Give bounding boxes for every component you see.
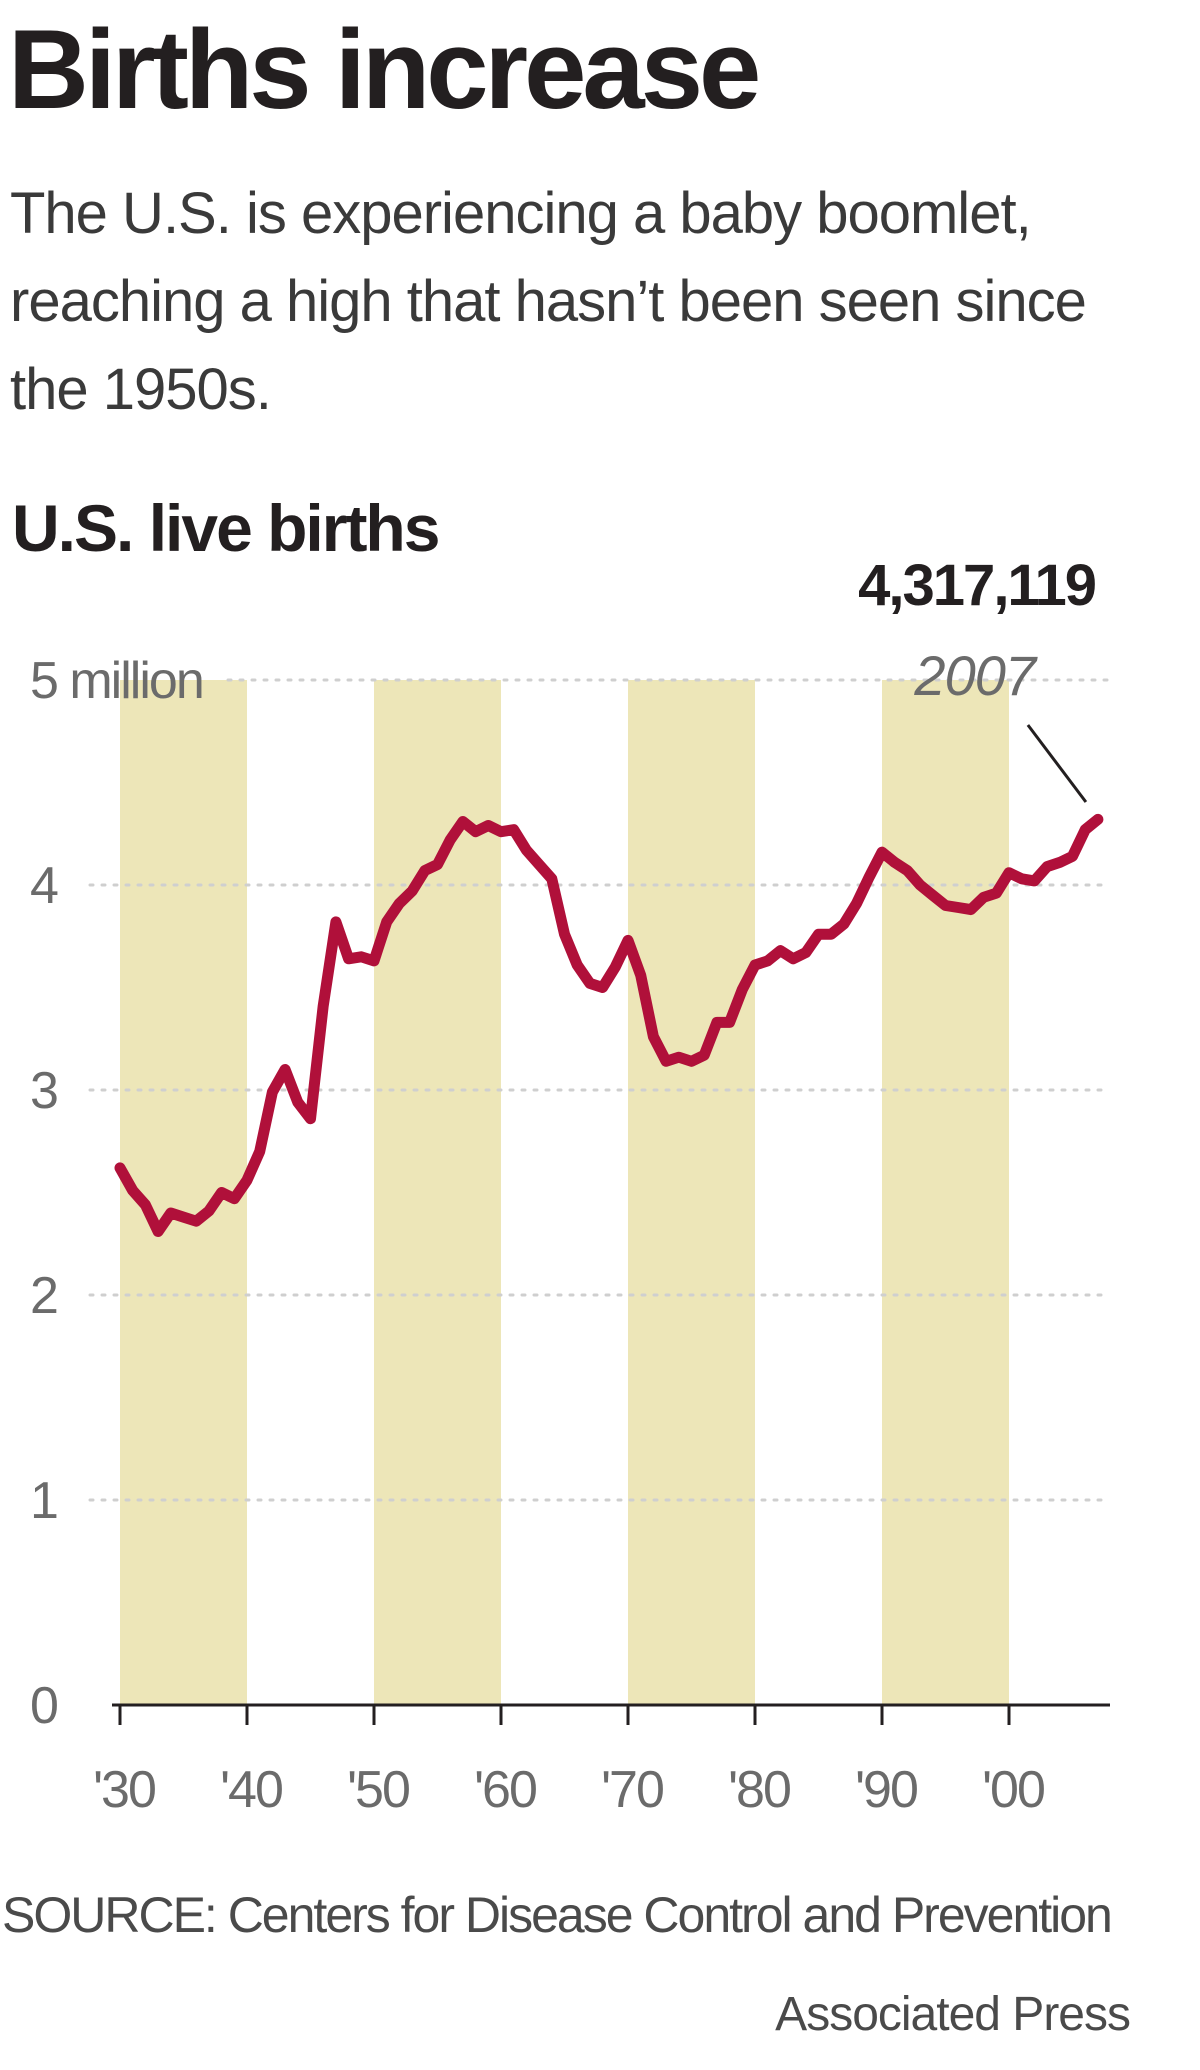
y-tick-label-1: 1 — [30, 1472, 57, 1530]
credit-line: Associated Press — [775, 1988, 1131, 2041]
source-line: SOURCE: Centers for Disease Control and … — [2, 1887, 1113, 1943]
decade-bands — [120, 680, 1009, 1705]
callout-group: 4,317,119 2007 — [858, 560, 1098, 803]
y-tick-label-0: 0 — [30, 1677, 57, 1735]
y-tick-label-2: 2 — [30, 1267, 57, 1325]
y-tick-label-4: 4 — [30, 857, 58, 915]
y-tick-labels: 5 million 4 3 2 1 0 — [30, 652, 205, 1735]
y-tick-label-3: 3 — [30, 1062, 57, 1120]
chart-title: U.S. live births — [12, 491, 440, 565]
callout-leader-line — [1026, 724, 1088, 803]
y-tick-label-5: 5 million — [30, 652, 203, 710]
decade-band-1 — [374, 680, 501, 1705]
x-tick-label-1940: '40 — [220, 1761, 282, 1819]
gridlines — [88, 678, 1112, 1502]
subhead: The U.S. is experiencing a baby boomlet,… — [10, 181, 1087, 422]
x-tick-label-2000: '00 — [982, 1761, 1044, 1819]
x-axis: '30 '40 '50 '60 '70 '80 '90 '00 — [93, 1703, 1110, 1819]
callout-year-label: 2007 — [913, 644, 1037, 707]
x-tick-label-1990: '90 — [855, 1761, 917, 1819]
x-tick-label-1970: '70 — [601, 1761, 663, 1819]
x-tick-label-1930: '30 — [93, 1761, 155, 1819]
x-tick-label-1980: '80 — [728, 1761, 790, 1819]
decade-band-2 — [628, 680, 755, 1705]
headline: Births increase — [8, 7, 761, 132]
x-tick-label-1950: '50 — [347, 1761, 409, 1819]
series-line-group — [114, 813, 1104, 1237]
series-line-0 — [114, 813, 1104, 1237]
callout-value-label: 4,317,119 — [858, 560, 1096, 618]
decade-band-3 — [882, 680, 1009, 1705]
x-tick-label-1960: '60 — [474, 1761, 536, 1819]
